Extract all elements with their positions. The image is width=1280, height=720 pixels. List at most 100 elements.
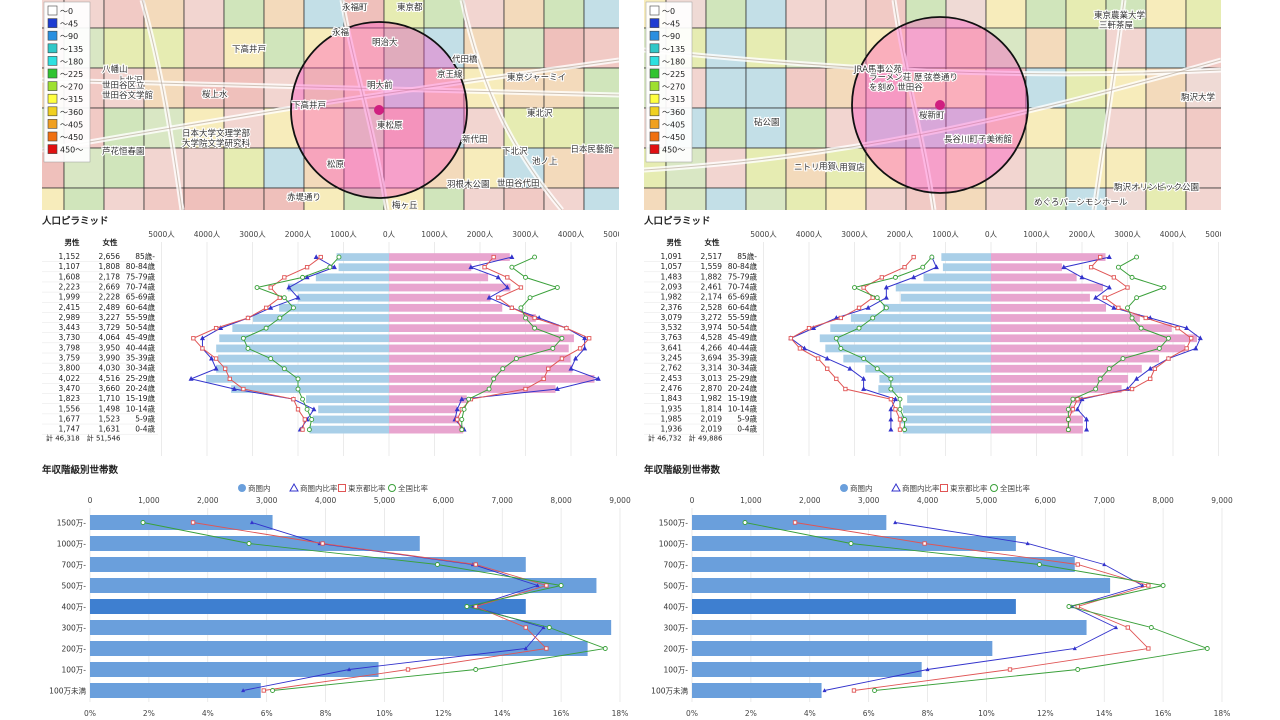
right-pyramid-national-ratio-point [1125, 305, 1130, 311]
left-pyramid-area-ratio-point [582, 345, 588, 351]
left-pyramid-national-ratio-point [518, 305, 524, 311]
right-pyramid-male-bar [941, 253, 991, 261]
right-pyramid-axis-label: 5000人 [1205, 230, 1221, 239]
left-area-map[interactable]: 永福町 東京都 永福 明治大 下高井戸 八幡山 上北沢 桜上水 世田谷区立 世田谷文学館 日本大学文… [42, 0, 619, 210]
left-pyramid-tokyo-ratio-point [546, 366, 551, 371]
right-map-legend-swatch [649, 5, 660, 16]
right-map-grid-cell [1065, 107, 1107, 149]
right-map-label: 砧公園 [754, 117, 780, 128]
right-map-grid-cell [1185, 147, 1221, 189]
left-income-tokyo-ratio-point [320, 541, 325, 546]
right-income-pct-tick: 4% [804, 709, 816, 718]
left-pyramid-male-value: 3,470 [59, 384, 81, 393]
left-map-label: 下高井戸 [232, 44, 266, 55]
right-income-area-ratio-point [1114, 625, 1118, 630]
left-pyramid-area-ratio-point [286, 284, 292, 290]
right-income-category-label: 700万- [663, 561, 688, 570]
left-pyramid-area-ratio-point [295, 294, 301, 300]
right-pyramid-tokyo-ratio-point [1129, 386, 1135, 392]
left-pyramid-female-value: 3,950 [99, 343, 121, 352]
right-legend-marker [990, 484, 998, 492]
right-pyramid-age-label: 5-9歳 [737, 413, 757, 423]
left-income-bar [90, 620, 612, 635]
right-pyramid-male-bar [819, 334, 991, 343]
left-map-grid-cell [583, 67, 619, 109]
left-pyramid-male-bar [216, 364, 389, 373]
left-income-bar [90, 536, 420, 551]
right-map-label: 駒沢オリンピック公園 [1114, 182, 1199, 193]
left-pyramid-area-ratio-point [213, 365, 219, 371]
right-pyramid-tokyo-ratio-point [1148, 376, 1153, 382]
right-pyramid-tokyo-ratio-point [1125, 285, 1130, 290]
right-income-count-tick: 8,000 [1152, 496, 1174, 505]
right-income-national-ratio-point [872, 688, 878, 693]
right-pyramid-tokyo-ratio-point [861, 285, 866, 290]
right-pyramid-male-value: 1,936 [661, 425, 683, 434]
right-map-legend-swatch [649, 43, 660, 54]
right-income-national-ratio-point [1148, 625, 1154, 630]
left-pyramid-national-ratio-point [295, 386, 301, 392]
left-map-label: 新代田 [462, 134, 488, 145]
left-pyramid-area-ratio-point [313, 254, 319, 259]
left-map-legend-swatch [47, 18, 58, 28]
left-pyramid-national-ratio-point [300, 274, 305, 280]
left-pyramid-male-bar [232, 324, 389, 332]
left-pyramid-female-bar [389, 364, 573, 373]
left-pyramid-tokyo-ratio-point [577, 346, 583, 351]
left-map-legend-label: ～270 [60, 83, 83, 92]
left-income-count-tick: 9,000 [609, 496, 631, 505]
right-pyramid-national-ratio-point [874, 366, 880, 372]
right-map-grid-cell [1145, 107, 1187, 149]
right-population-pyramid: 5000人 4000人 3000人 2000人 1000人 0人 1000人 2000人 300… [644, 230, 1221, 456]
right-map-legend-label: ～315 [662, 95, 685, 104]
left-pyramid-area-ratio-point [495, 274, 501, 280]
right-pyramid-male-value: 2,762 [661, 364, 683, 373]
right-map-grid-cell [705, 147, 747, 189]
right-pyramid-male-bar [879, 375, 991, 383]
left-pyramid-area-ratio-point [454, 406, 460, 412]
right-area-map[interactable]: 東京農業大学 三軒茶屋 駒沢大学 JRA馬事公苑 ラーメン荘 歴史 を刻め 世田谷 砧公園 桜… [644, 0, 1221, 210]
right-pyramid-national-ratio-point [1138, 325, 1144, 331]
right-pyramid-area-ratio-point [1074, 406, 1080, 412]
right-pyramid-area-ratio-point [1106, 284, 1112, 290]
left-income-tokyo-ratio-point [544, 646, 549, 651]
left-map-label: 池ノ上 [532, 156, 558, 167]
right-map-grid-cell [945, 0, 987, 29]
left-pyramid-male-bar [216, 344, 389, 353]
right-pyramid-male-value: 3,079 [661, 313, 683, 322]
right-pyramid-tokyo-ratio-point [1070, 407, 1076, 412]
left-pyramid-age-label: 5-9歳 [135, 413, 155, 423]
left-pyramid-national-ratio-point [263, 325, 269, 331]
right-income-bar [692, 683, 822, 698]
left-map-label: 日本民藝館 [571, 144, 614, 155]
left-pyramid-tokyo-ratio-point [304, 265, 310, 270]
right-pyramid-tokyo-ratio-point [888, 397, 894, 402]
left-pyramid-tokyo-ratio-point [564, 325, 569, 331]
left-pyramid-area-ratio-point [468, 264, 474, 270]
right-map-grid-cell [985, 187, 1027, 210]
left-pyramid-title: 人口ピラミッド [42, 216, 109, 227]
left-map-legend-label: ～225 [60, 70, 83, 79]
left-map-grid-cell [103, 187, 145, 210]
left-pyramid-tokyo-ratio-point [496, 295, 501, 300]
left-income-bar [90, 662, 379, 677]
left-income-area-ratio-point [541, 625, 546, 630]
right-pyramid-female-bar [991, 334, 1198, 343]
left-pyramid-female-value: 1,710 [99, 394, 121, 403]
left-income-pct-tick: 10% [376, 709, 393, 718]
right-map-label: 駒沢大学 [1181, 92, 1216, 103]
left-map-svg[interactable]: 永福町 東京都永福明治大下高井戸八幡山上北沢桜上水世田谷区立世田谷文学館日本大学文… [42, 0, 619, 210]
left-income-count-tick: 0 [88, 496, 93, 505]
right-pyramid-tokyo-ratio-point [911, 254, 916, 260]
left-income-area-ratio-point [535, 583, 540, 588]
left-income-chart: 商圏内 商圏内比率 東京都比率 全国比率 0 1,000 2,000 3,000 4,000 5,… [49, 482, 631, 718]
right-pyramid-age-label: 15-19歳 [728, 393, 758, 403]
right-pyramid-axis-label: 0人 [985, 230, 998, 239]
left-pyramid-tokyo-ratio-point [227, 376, 232, 382]
right-pyramid-area-ratio-point [1184, 325, 1190, 331]
right-map-legend-label: ～360 [662, 108, 685, 117]
right-pyramid-area-ratio-point [888, 406, 894, 412]
left-map-label: 芦花恒春園 [102, 146, 145, 157]
right-pyramid-tokyo-ratio-point [902, 265, 907, 270]
